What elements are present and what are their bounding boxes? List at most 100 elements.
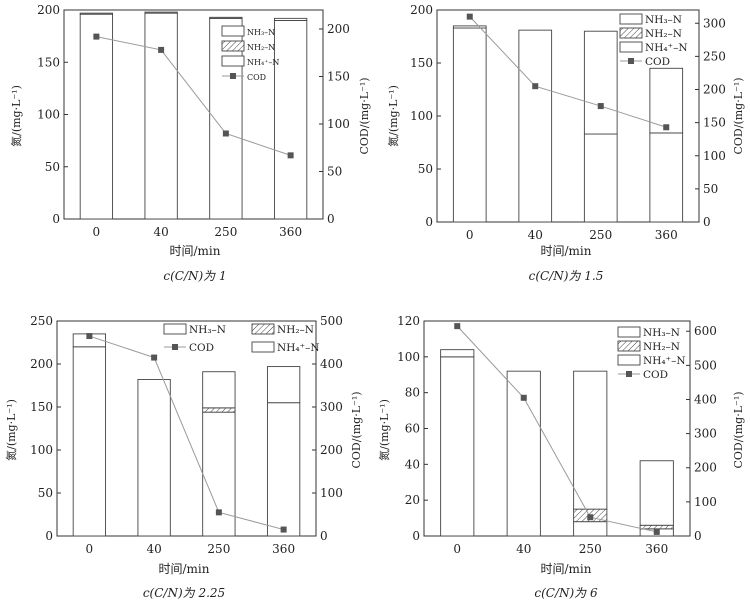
panel-4-legend: NH₃–N NH₂–N NH₄⁺–N COD bbox=[617, 326, 686, 381]
right-tick-label: 200 bbox=[694, 461, 717, 475]
right-tick-label: 600 bbox=[694, 324, 717, 338]
bar-segment bbox=[79, 13, 114, 220]
right-tick-label: 200 bbox=[320, 443, 343, 457]
legend-swatch bbox=[221, 40, 245, 52]
x-tick-label: 0 bbox=[466, 228, 474, 242]
right-tick-label: 200 bbox=[703, 83, 726, 97]
cod-line bbox=[89, 335, 284, 531]
legend-label: NH₂–N bbox=[247, 43, 275, 52]
left-tick-label: 0 bbox=[412, 529, 420, 543]
cod-point bbox=[158, 46, 165, 53]
legend-label: NH₂–N bbox=[277, 324, 314, 336]
legend-swatch bbox=[619, 41, 643, 53]
bar-segment bbox=[583, 133, 618, 223]
panel-2-xlabel: 时间/min bbox=[541, 244, 592, 258]
right-tick-label: 0 bbox=[703, 215, 711, 229]
x-tick-label: 250 bbox=[579, 542, 602, 556]
panel-4: 0 20 40 60 80 100 120 0 100 200 300 400 500 600 0 40 250… bbox=[377, 314, 745, 600]
left-tick-label: 150 bbox=[410, 56, 433, 70]
right-tick-label: 50 bbox=[327, 165, 342, 179]
left-tick-label: 120 bbox=[397, 314, 420, 328]
panel-1-ylabel-right: COD/(mg·L⁻¹) bbox=[358, 77, 371, 154]
cod-point bbox=[215, 509, 222, 516]
bar-segment bbox=[639, 460, 674, 526]
panel-1-subtitle: c(C/N)为 1 bbox=[163, 269, 226, 283]
bar-segment bbox=[202, 371, 236, 409]
legend-cod-marker bbox=[626, 371, 632, 377]
panel-1-legend: NH₃–N NH₂–N NH₄⁺–N COD bbox=[221, 25, 279, 82]
legend-swatch bbox=[251, 323, 275, 335]
bar-segment bbox=[266, 366, 301, 404]
left-tick-label: 150 bbox=[37, 55, 60, 69]
legend-label: NH₄⁺–N bbox=[645, 42, 688, 54]
bar-segment bbox=[440, 356, 475, 537]
bar-segment bbox=[573, 370, 608, 510]
cod-point bbox=[663, 124, 670, 131]
panel-1-xlabel: 时间/min bbox=[170, 244, 221, 258]
bar-segment bbox=[144, 12, 178, 220]
legend-swatch bbox=[221, 25, 245, 37]
x-tick-label: 40 bbox=[528, 228, 543, 242]
right-tick-label: 200 bbox=[327, 22, 350, 36]
x-tick-label: 250 bbox=[589, 228, 612, 242]
bar-segment bbox=[273, 17, 308, 21]
x-tick-label: 40 bbox=[516, 542, 531, 556]
bar-segment bbox=[649, 132, 684, 223]
right-tick-label: 100 bbox=[703, 149, 726, 163]
left-tick-label: 50 bbox=[418, 162, 433, 176]
bar-segment bbox=[440, 349, 475, 358]
left-tick-label: 0 bbox=[45, 529, 53, 543]
left-tick-label: 50 bbox=[45, 160, 60, 174]
left-tick-label: 0 bbox=[52, 212, 60, 226]
plot-frame bbox=[56, 320, 317, 537]
bar-segment bbox=[144, 11, 178, 14]
cod-point bbox=[454, 323, 461, 330]
legend-cod-marker bbox=[628, 58, 634, 64]
left-tick-label: 100 bbox=[397, 350, 420, 364]
bar-segment bbox=[639, 524, 674, 530]
bar-segment bbox=[583, 30, 618, 135]
panel-2-subtitle: c(C/N)为 1.5 bbox=[529, 269, 604, 283]
cod-line bbox=[96, 36, 291, 156]
left-tick-label: 100 bbox=[37, 108, 60, 122]
right-tick-label: 100 bbox=[327, 117, 350, 131]
cod-point bbox=[151, 354, 158, 361]
left-tick-label: 200 bbox=[30, 357, 53, 371]
right-tick-label: 0 bbox=[327, 212, 335, 226]
panel-4-plot: 0 20 40 60 80 100 120 0 100 200 300 400 500 600 0 40 250… bbox=[397, 314, 717, 556]
panel-1-ylabel-left: 氮/(mg·L⁻¹) bbox=[9, 85, 23, 147]
x-tick-label: 360 bbox=[272, 542, 295, 556]
x-tick-label: 360 bbox=[645, 542, 668, 556]
right-tick-label: 300 bbox=[703, 16, 726, 30]
cod-point bbox=[532, 83, 539, 90]
panel-4-xlabel: 时间/min bbox=[541, 562, 592, 576]
right-tick-label: 0 bbox=[320, 529, 328, 543]
panel-3-ylabel-right: COD/(mg·L⁻¹) bbox=[350, 391, 363, 468]
panel-3-ylabel-left: 氮/(mg·L⁻¹) bbox=[4, 399, 18, 461]
bar-segment bbox=[573, 521, 608, 537]
x-tick-label: 250 bbox=[207, 542, 230, 556]
bar-segment bbox=[649, 67, 684, 134]
panel-1-plot: 0 50 100 150 200 0 50 100 150 200 0 40 250 360 bbox=[37, 3, 350, 239]
panel-2-ylabel-right: COD/(mg·L⁻¹) bbox=[732, 77, 745, 154]
x-tick-label: 0 bbox=[453, 542, 461, 556]
bar-segment bbox=[452, 27, 487, 223]
bar-segment bbox=[273, 20, 308, 220]
legend-cod-marker bbox=[172, 344, 178, 350]
left-tick-label: 200 bbox=[37, 3, 60, 17]
right-tick-label: 250 bbox=[703, 49, 726, 63]
cod-point bbox=[466, 13, 473, 20]
panel-1: 0 50 100 150 200 0 50 100 150 200 0 40 250 360 氮/(mg·… bbox=[9, 3, 371, 283]
left-tick-label: 40 bbox=[405, 457, 420, 471]
left-tick-label: 0 bbox=[425, 215, 433, 229]
legend-swatch bbox=[617, 326, 641, 338]
panel-3-plot: 0 50 100 150 200 250 0 100 200 300 400 500 0 40 250 360 bbox=[30, 314, 343, 556]
legend-swatch bbox=[619, 27, 643, 39]
legend-swatch bbox=[163, 323, 187, 335]
panel-2-ylabel-left: 氮/(mg·L⁻¹) bbox=[386, 85, 400, 147]
legend-label: NH₄⁺–N bbox=[247, 58, 279, 67]
cod-point bbox=[280, 526, 287, 533]
cod-point bbox=[520, 394, 527, 401]
